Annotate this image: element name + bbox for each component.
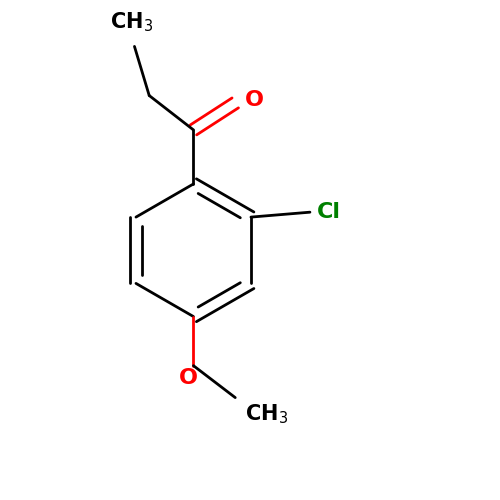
Text: O: O <box>245 90 264 110</box>
Text: CH$_3$: CH$_3$ <box>110 10 154 34</box>
Text: Cl: Cl <box>318 202 342 222</box>
Text: CH$_3$: CH$_3$ <box>245 402 288 426</box>
Text: O: O <box>179 368 198 388</box>
